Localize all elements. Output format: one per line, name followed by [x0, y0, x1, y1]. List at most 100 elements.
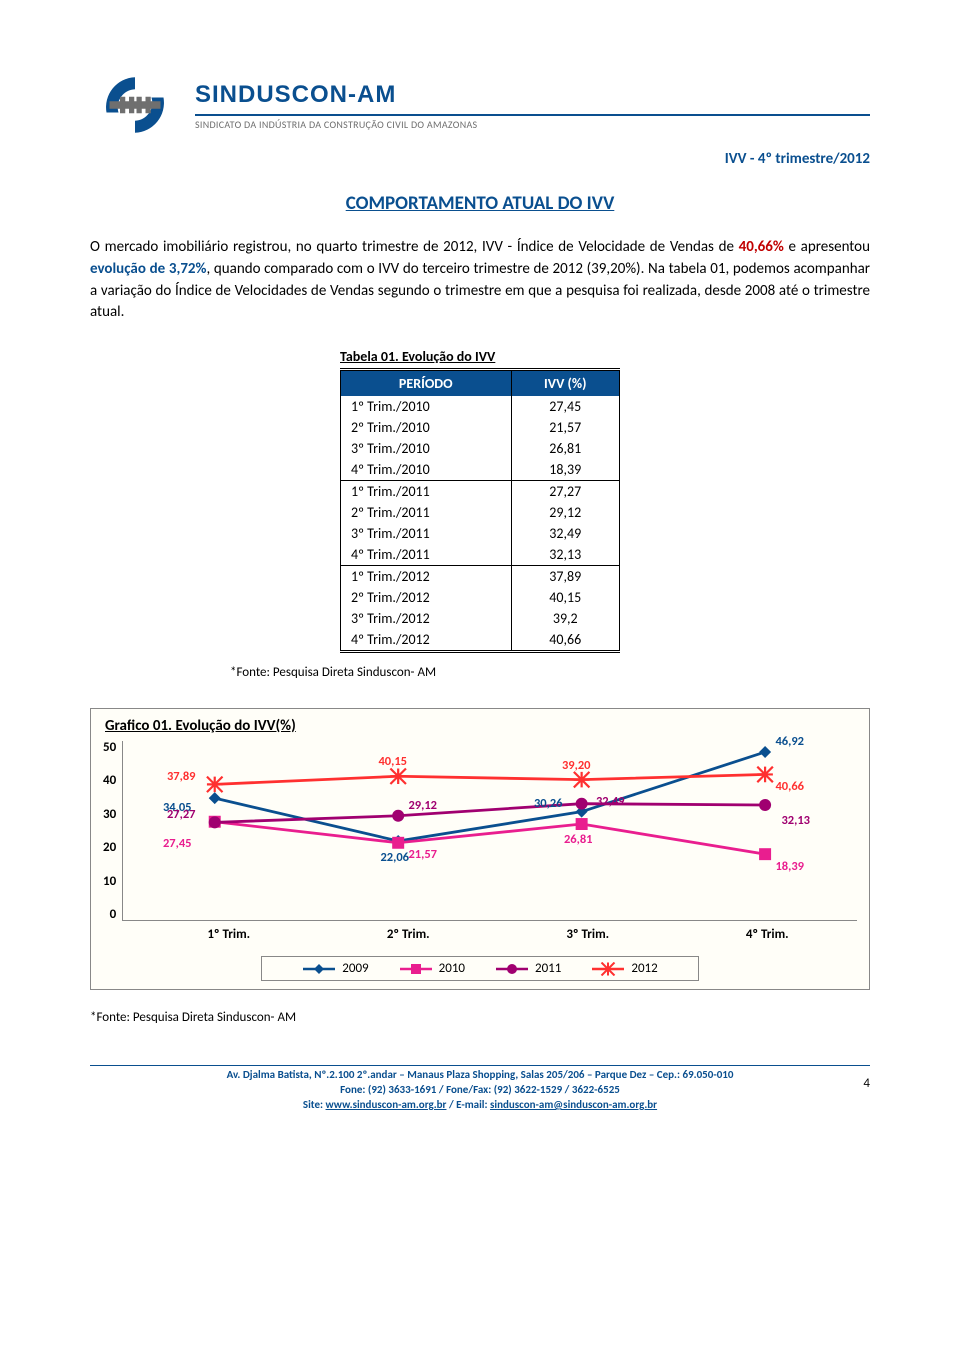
cell-period: 4º Trim./2010	[341, 459, 512, 481]
table-caption: Tabela 01. Evolução do IVV	[340, 348, 620, 365]
legend-label: 2011	[535, 961, 561, 976]
data-point-label: 40,66	[775, 779, 804, 794]
cell-value: 32,49	[511, 523, 620, 544]
data-point-label: 32,13	[781, 813, 810, 828]
cell-value: 32,13	[511, 544, 620, 566]
data-point-label: 40,15	[378, 754, 407, 769]
cell-value: 26,81	[511, 438, 620, 459]
cell-period: 3º Trim./2012	[341, 608, 512, 629]
brand-wordmark: SINDUSCON-AM	[195, 80, 535, 108]
x-tick-label: 1º Trim.	[139, 927, 319, 942]
brand-logo-icon	[90, 70, 180, 140]
highlight-red: 40,66%	[739, 238, 784, 256]
chart-y-axis: 0 10 20 30 40 50	[103, 741, 122, 921]
header: SINDUSCON-AM SINDICATO DA INDÚSTRIA DA C…	[90, 70, 870, 140]
data-point-label: 39,20	[562, 758, 591, 773]
table-row: 1º Trim./201027,45	[341, 396, 620, 417]
chart-legend: 2009 2010 2011 2012	[261, 956, 698, 981]
text-fragment: e apresentou	[784, 238, 870, 256]
data-point-label: 46,92	[775, 734, 804, 749]
chart-x-axis: 1º Trim.2º Trim.3º Trim.4º Trim.	[139, 927, 857, 942]
chart-plot-area: 34,0522,0630,2646,9227,4521,5726,8118,39…	[122, 741, 857, 921]
table-row: 3º Trim./201132,49	[341, 523, 620, 544]
data-point-label: 27,27	[167, 807, 196, 822]
table-header-ivv: IVV (%)	[511, 370, 620, 397]
legend-label: 2012	[631, 961, 657, 976]
data-point-label: 32,49	[596, 794, 625, 809]
cell-value: 40,66	[511, 629, 620, 652]
data-point-label: 37,89	[167, 769, 196, 784]
cell-value: 27,27	[511, 481, 620, 503]
legend-label: 2010	[439, 961, 465, 976]
footer-address: Av. Djalma Batista, Nº.2.100 2º.andar – …	[227, 1068, 734, 1081]
table-header-periodo: PERÍODO	[341, 370, 512, 397]
table-wrap: Tabela 01. Evolução do IVV PERÍODO IVV (…	[340, 348, 620, 653]
data-point-label: 22,06	[380, 850, 409, 865]
footer-site-link[interactable]: www.sinduscon-am.org.br	[326, 1098, 447, 1111]
y-tick-label: 10	[103, 875, 116, 888]
table-row: 3º Trim./201239,2	[341, 608, 620, 629]
y-tick-label: 30	[103, 808, 116, 821]
cell-period: 1º Trim./2011	[341, 481, 512, 503]
table-row: 2º Trim./201240,15	[341, 587, 620, 608]
table-source: *Fonte: Pesquisa Direta Sinduscon- AM	[230, 665, 870, 680]
legend-item: 2012	[591, 961, 657, 976]
footer-label: / E-mail:	[446, 1098, 490, 1111]
table-row: 4º Trim./201018,39	[341, 459, 620, 481]
table-row: 1º Trim./201237,89	[341, 566, 620, 588]
data-point-label: 30,26	[534, 796, 563, 811]
footer-email-link[interactable]: sinduscon-am@sinduscon-am.org.br	[490, 1098, 657, 1111]
brand-rule	[195, 114, 870, 116]
chart-title: Grafico 01. Evolução do IVV(%)	[105, 717, 857, 735]
legend-item: 2009	[302, 961, 368, 976]
legend-item: 2010	[399, 961, 465, 976]
data-point-label: 27,45	[163, 836, 192, 851]
cell-period: 2º Trim./2012	[341, 587, 512, 608]
y-tick-label: 0	[103, 908, 116, 921]
chart-source: *Fonte: Pesquisa Direta Sinduscon- AM	[90, 1010, 870, 1025]
data-point-label: 21,57	[408, 847, 437, 862]
table-row: 4º Trim./201240,66	[341, 629, 620, 652]
data-table: PERÍODO IVV (%) 1º Trim./201027,452º Tri…	[340, 368, 620, 653]
text-fragment: O mercado imobiliário registrou, no quar…	[90, 238, 739, 256]
y-tick-label: 50	[103, 741, 116, 754]
cell-period: 1º Trim./2010	[341, 396, 512, 417]
document-tag: IVV - 4º trimestre/2012	[90, 150, 870, 168]
footer-label: Site:	[303, 1098, 326, 1111]
cell-value: 21,57	[511, 417, 620, 438]
x-tick-label: 2º Trim.	[319, 927, 499, 942]
cell-period: 3º Trim./2010	[341, 438, 512, 459]
table-row: 1º Trim./201127,27	[341, 481, 620, 503]
data-point-label: 26,81	[564, 832, 593, 847]
cell-period: 3º Trim./2011	[341, 523, 512, 544]
section-title: COMPORTAMENTO ATUAL DO IVV	[90, 192, 870, 215]
svg-text:SINDUSCON-AM: SINDUSCON-AM	[195, 81, 396, 108]
brand-tagline: SINDICATO DA INDÚSTRIA DA CONSTRUÇÃO CIV…	[195, 118, 870, 131]
footer-phone: Fone: (92) 3633-1691 / Fone/Fax: (92) 36…	[340, 1083, 620, 1096]
x-tick-label: 4º Trim.	[678, 927, 858, 942]
legend-item: 2011	[495, 961, 561, 976]
cell-value: 27,45	[511, 396, 620, 417]
intro-paragraph: O mercado imobiliário registrou, no quar…	[90, 237, 870, 324]
chart-container: Grafico 01. Evolução do IVV(%) 0 10 20 30 40…	[90, 708, 870, 990]
x-tick-label: 3º Trim.	[498, 927, 678, 942]
data-point-label: 29,12	[408, 798, 437, 813]
page-number: 4	[863, 1076, 870, 1091]
legend-label: 2009	[342, 961, 368, 976]
cell-value: 40,15	[511, 587, 620, 608]
y-tick-label: 20	[103, 841, 116, 854]
cell-value: 39,2	[511, 608, 620, 629]
table-row: 4º Trim./201132,13	[341, 544, 620, 566]
data-point-label: 18,39	[775, 859, 804, 874]
table-row: 2º Trim./201129,12	[341, 502, 620, 523]
cell-value: 29,12	[511, 502, 620, 523]
highlight-blue: evolução de 3,72%	[90, 260, 206, 278]
footer: Av. Djalma Batista, Nº.2.100 2º.andar – …	[90, 1065, 870, 1113]
cell-period: 1º Trim./2012	[341, 566, 512, 588]
text-fragment: , quando comparado com o IVV do terceiro…	[90, 260, 870, 322]
footer-rule	[90, 1065, 870, 1066]
y-tick-label: 40	[103, 774, 116, 787]
cell-value: 18,39	[511, 459, 620, 481]
table-row: 2º Trim./201021,57	[341, 417, 620, 438]
cell-period: 4º Trim./2012	[341, 629, 512, 652]
